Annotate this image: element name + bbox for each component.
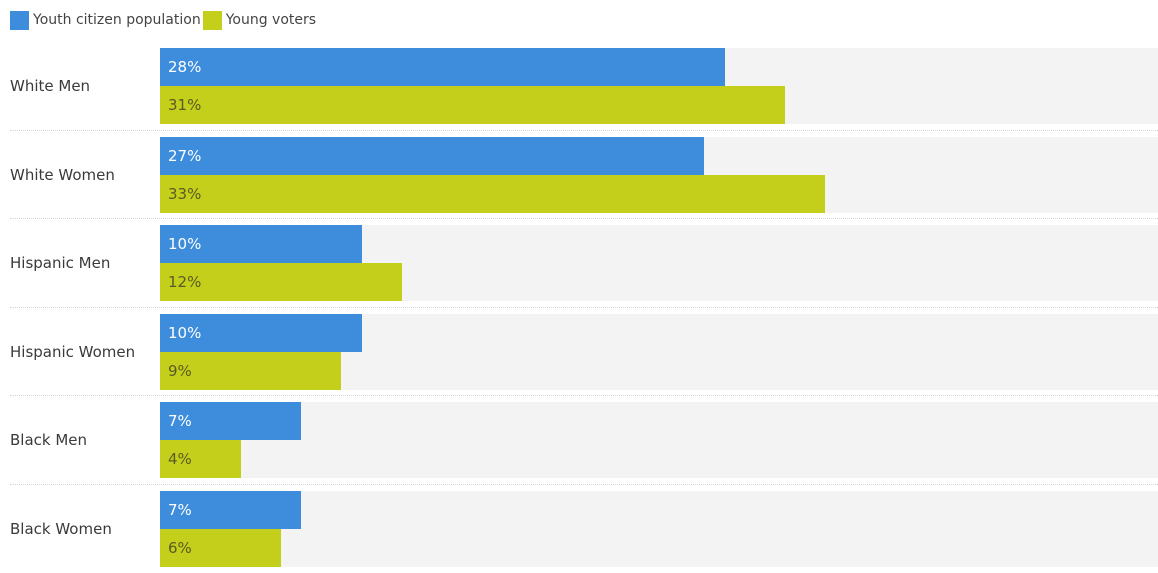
- chart-row: Black Women 7% 6%: [10, 485, 1158, 573]
- bar[interactable]: 6%: [160, 529, 281, 567]
- bar-value-label: 4%: [168, 450, 192, 468]
- bar-value-label: 10%: [168, 324, 201, 342]
- chart-row: Black Men 7% 4%: [10, 396, 1158, 485]
- legend-swatch-young-voters: [203, 11, 222, 30]
- legend-label-young-voters: Young voters: [226, 12, 316, 28]
- bar[interactable]: 27%: [160, 137, 704, 175]
- legend-label-youth-citizen-population: Youth citizen population: [33, 12, 201, 28]
- category-label: Black Women: [10, 485, 156, 573]
- bar[interactable]: 10%: [160, 225, 362, 263]
- bar-value-label: 10%: [168, 235, 201, 253]
- bar-value-label: 12%: [168, 273, 201, 291]
- chart-row: Hispanic Women 10% 9%: [10, 308, 1158, 397]
- bar-track: 7% 4%: [160, 402, 1158, 478]
- category-label: White Men: [10, 42, 156, 130]
- bar-value-label: 27%: [168, 147, 201, 165]
- bar-value-label: 7%: [168, 412, 192, 430]
- category-label: Hispanic Men: [10, 219, 156, 307]
- legend-item-youth-citizen-population[interactable]: Youth citizen population: [10, 11, 201, 30]
- chart-row: Hispanic Men 10% 12%: [10, 219, 1158, 308]
- bar[interactable]: 7%: [160, 402, 301, 440]
- legend-item-young-voters[interactable]: Young voters: [203, 11, 316, 30]
- bar-track: 7% 6%: [160, 491, 1158, 567]
- bar[interactable]: 28%: [160, 48, 725, 86]
- chart-legend: Youth citizen population Young voters: [10, 9, 318, 31]
- bar[interactable]: 33%: [160, 175, 825, 213]
- bar[interactable]: 10%: [160, 314, 362, 352]
- bar-value-label: 31%: [168, 96, 201, 114]
- bar[interactable]: 31%: [160, 86, 785, 124]
- bar-track: 28% 31%: [160, 48, 1158, 124]
- bar-value-label: 7%: [168, 501, 192, 519]
- category-label: Black Men: [10, 396, 156, 484]
- bar[interactable]: 7%: [160, 491, 301, 529]
- bar[interactable]: 4%: [160, 440, 241, 478]
- bar-value-label: 6%: [168, 539, 192, 557]
- bar-track: 10% 12%: [160, 225, 1158, 301]
- bar-value-label: 33%: [168, 185, 201, 203]
- bar-value-label: 9%: [168, 362, 192, 380]
- category-label: Hispanic Women: [10, 308, 156, 396]
- legend-swatch-youth-citizen-population: [10, 11, 29, 30]
- chart-row: White Men 28% 31%: [10, 42, 1158, 131]
- bar-track: 10% 9%: [160, 314, 1158, 390]
- bar[interactable]: 9%: [160, 352, 341, 390]
- chart-row: White Women 27% 33%: [10, 131, 1158, 220]
- bar-value-label: 28%: [168, 58, 201, 76]
- category-label: White Women: [10, 131, 156, 219]
- bar-track: 27% 33%: [160, 137, 1158, 213]
- bar[interactable]: 12%: [160, 263, 402, 301]
